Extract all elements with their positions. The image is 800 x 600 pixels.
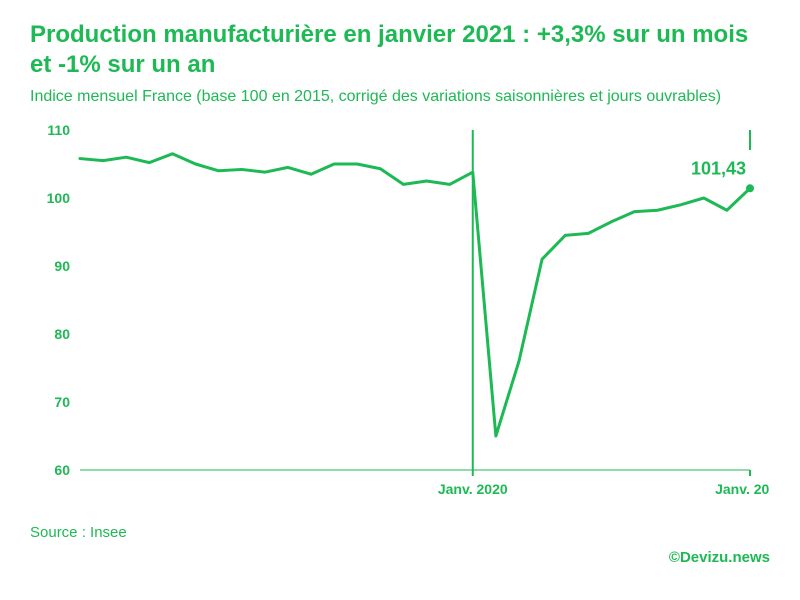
credit-text: ©Devizu.news <box>669 549 770 566</box>
chart-container: 60 70 80 90 100 110 Janv. 2020 Janv. 2021 101,43 <box>30 120 770 510</box>
line-chart: 60 70 80 90 100 110 Janv. 2020 Janv. 2021 101,43 <box>30 120 770 510</box>
y-tick-label: 90 <box>54 258 70 274</box>
y-tick-label: 100 <box>47 190 71 206</box>
y-tick-label: 110 <box>47 122 70 138</box>
y-tick-label: 80 <box>54 326 70 342</box>
end-marker <box>746 184 754 192</box>
data-line <box>80 153 750 435</box>
x-tick-label: Janv. 2020 <box>438 481 508 497</box>
x-tick-label: Janv. 2021 <box>715 481 770 497</box>
chart-subtitle: Indice mensuel France (base 100 en 2015,… <box>30 86 770 108</box>
source-text: Source : Insee <box>30 524 770 541</box>
y-tick-label: 70 <box>54 394 70 410</box>
chart-title: Production manufacturière en janvier 202… <box>30 20 770 80</box>
end-data-label: 101,43 <box>691 158 746 178</box>
y-tick-label: 60 <box>54 462 70 478</box>
